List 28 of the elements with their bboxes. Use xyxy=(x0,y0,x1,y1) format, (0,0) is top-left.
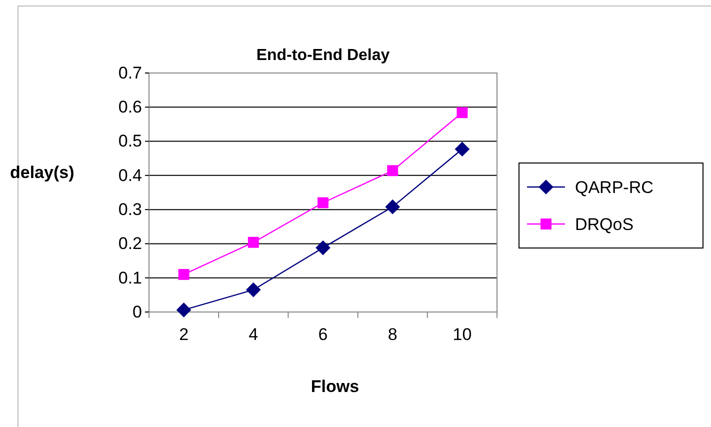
x-tick-label: 4 xyxy=(248,325,258,344)
point xyxy=(318,197,328,208)
point xyxy=(456,107,468,118)
x-tick-label: 8 xyxy=(388,325,398,344)
point xyxy=(178,268,190,280)
legend-label: QARP-RC xyxy=(575,178,654,197)
y-tick-label: 0.2 xyxy=(118,234,142,254)
point xyxy=(316,240,330,256)
point xyxy=(385,199,400,214)
y-tick-label: 0.7 xyxy=(118,63,142,82)
point xyxy=(387,165,398,176)
point xyxy=(246,282,261,298)
y-tick-label: 0.1 xyxy=(118,268,142,288)
point xyxy=(176,302,192,318)
y-tick-label: 0.5 xyxy=(118,132,142,151)
x-axis-title: Flows xyxy=(310,377,360,396)
x-tick-label: 10 xyxy=(452,325,472,344)
y-tick-label: 0.4 xyxy=(118,166,142,185)
y-axis-title: delay(s) xyxy=(10,163,74,182)
point xyxy=(248,236,259,248)
y-tick-label: 0.3 xyxy=(118,200,142,220)
x-tick-label: 6 xyxy=(318,325,328,344)
chart-title: End-to-End Delay xyxy=(256,47,390,64)
point xyxy=(454,142,470,157)
legend-label: DRQoS xyxy=(575,215,634,234)
y-tick-label: 0 xyxy=(132,302,142,322)
y-tick-label: 0.6 xyxy=(118,98,142,117)
x-tick-label: 2 xyxy=(179,325,189,344)
